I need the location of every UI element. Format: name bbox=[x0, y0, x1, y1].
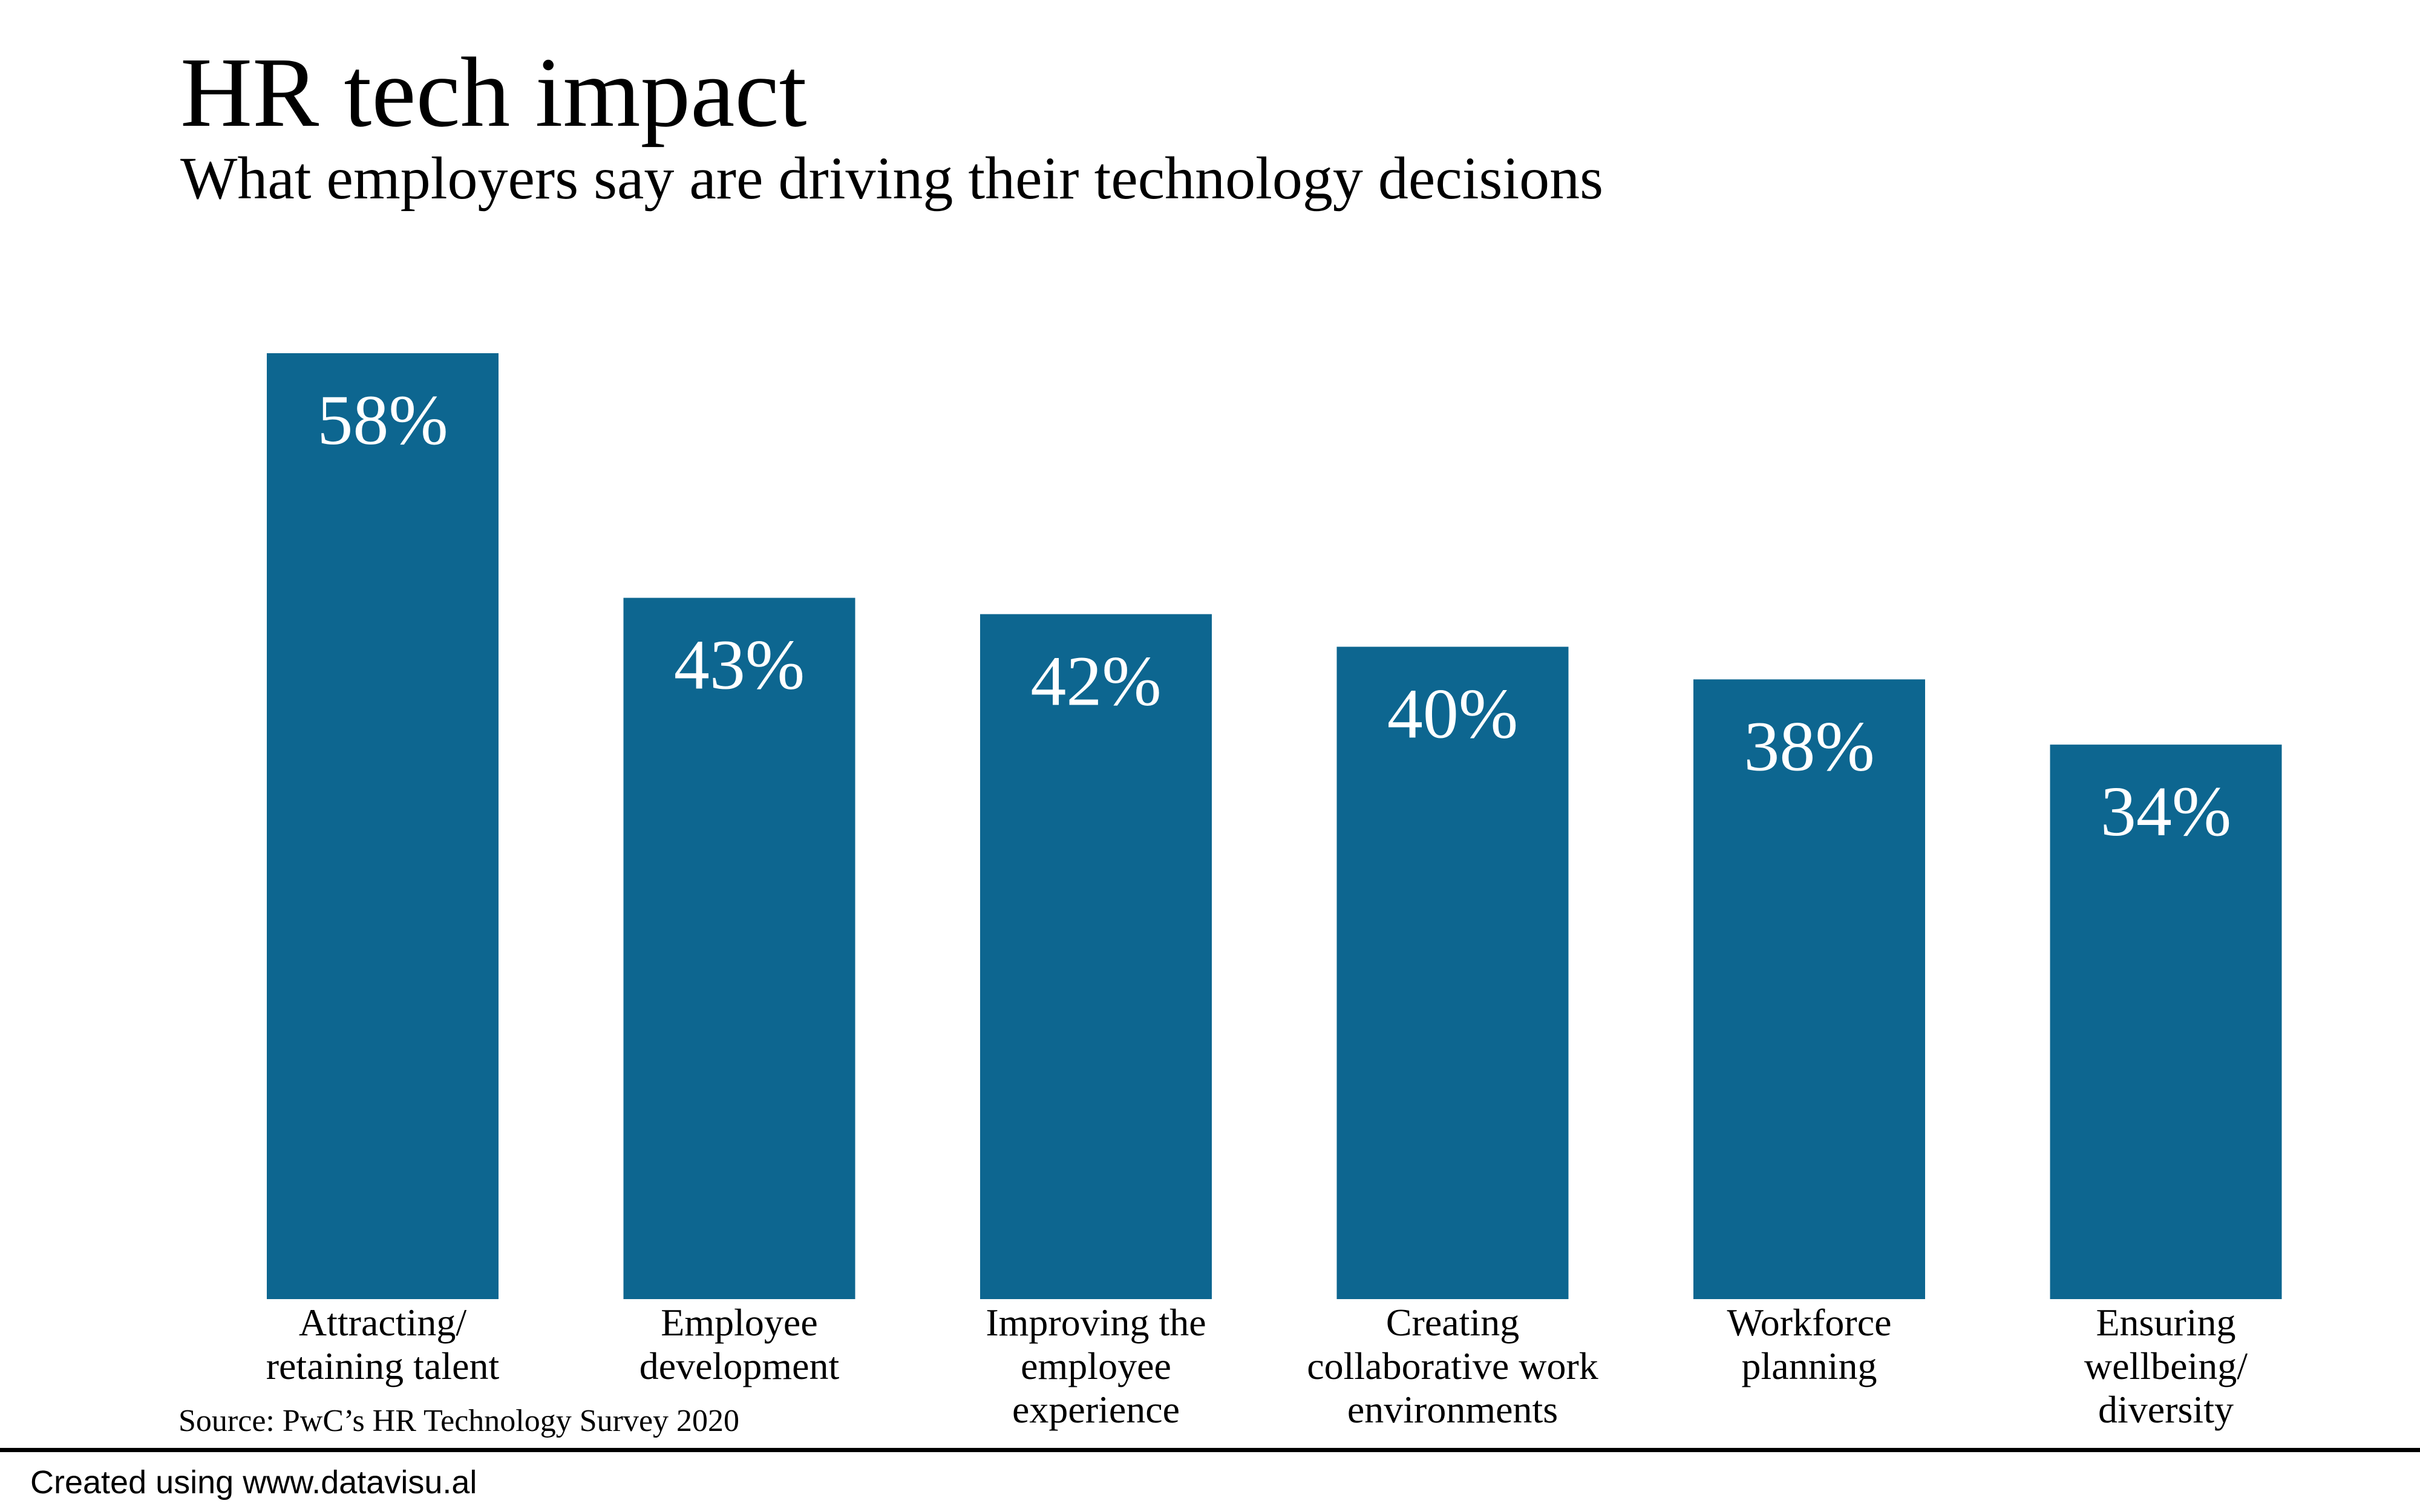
data-label: 42% bbox=[1030, 641, 1161, 720]
category-label: diversity bbox=[2098, 1388, 2234, 1431]
chart-title: HR tech impact bbox=[180, 37, 807, 148]
category-label: Employee bbox=[661, 1301, 817, 1344]
data-label: 43% bbox=[674, 625, 805, 704]
category-label: Workforce bbox=[1727, 1301, 1891, 1344]
bar-chart: 58% Attracting/retaining talent 43% Employe… bbox=[266, 353, 2282, 1431]
bar bbox=[1693, 679, 1925, 1299]
category-label: employee bbox=[1021, 1344, 1171, 1387]
bar bbox=[2050, 745, 2282, 1299]
source-note: Source: PwC’s HR Technology Survey 2020 bbox=[178, 1404, 740, 1438]
chart-subtitle: What employers say are driving their tec… bbox=[180, 145, 1604, 212]
category-label: Ensuring bbox=[2096, 1301, 2235, 1344]
data-label: 58% bbox=[317, 380, 448, 460]
bar bbox=[623, 598, 855, 1299]
category-label: planning bbox=[1742, 1344, 1877, 1387]
category-label: retaining talent bbox=[266, 1344, 500, 1387]
category-label: Creating bbox=[1386, 1301, 1519, 1344]
data-label: 34% bbox=[2101, 772, 2231, 851]
category-label: collaborative work bbox=[1307, 1344, 1598, 1387]
bar bbox=[980, 614, 1212, 1300]
bar bbox=[267, 353, 499, 1299]
footer-divider bbox=[0, 1448, 2420, 1452]
data-label: 38% bbox=[1744, 706, 1874, 786]
category-label: Improving the bbox=[986, 1301, 1206, 1344]
category-label: experience bbox=[1012, 1388, 1180, 1431]
footer-credit: Created using www.datavisu.al bbox=[30, 1464, 477, 1501]
category-label: environments bbox=[1347, 1388, 1558, 1431]
category-label: Attracting/ bbox=[299, 1301, 466, 1344]
category-label: development bbox=[639, 1344, 840, 1387]
category-label: wellbeing/ bbox=[2084, 1344, 2248, 1387]
data-label: 40% bbox=[1387, 674, 1518, 753]
bar bbox=[1336, 647, 1569, 1299]
